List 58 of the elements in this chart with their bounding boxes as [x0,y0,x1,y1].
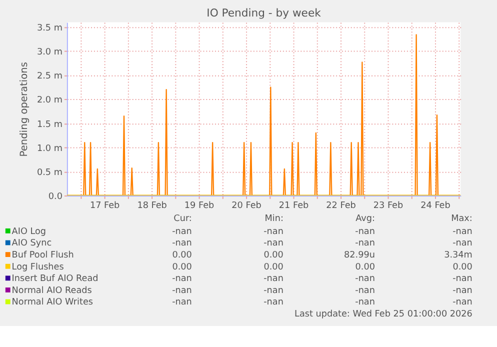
text: Avg: [356,214,375,224]
legend-label: Buf Pool Flush [12,250,74,260]
text: -nan [452,226,472,237]
y-tick-label: 2.0 m [36,96,62,106]
text: -nan [172,286,192,296]
text: 82.99u [344,250,375,260]
x-tick-label: 19 Feb [184,200,215,211]
text: 0.00 [355,262,376,272]
text: -nan [264,298,284,308]
y-tick-label: 0.5 m [36,168,62,178]
x-tick-label: 21 Feb [278,200,310,211]
y-tick-label: 3.5 m [36,24,62,34]
text: -nan [452,274,472,284]
legend-label: Normal AIO Writes [12,298,94,308]
legend-label: AIO Log [12,226,46,237]
text: -nan [172,274,192,284]
text: -nan [452,286,472,296]
y-axis-title: Pending operations [19,62,30,157]
text: -nan [172,238,192,249]
text: -nan [355,238,375,249]
text: 0.00 [172,262,192,272]
x-tick-label: 24 Feb [420,200,451,211]
text: -nan [172,298,192,308]
text: Max: [451,214,472,224]
x-tick-label: 22 Feb [326,200,356,211]
y-tick-label: 1.0 m [36,144,62,154]
y-tick-label: 3.0 m [36,48,62,58]
y-tick-label: 2.5 m [36,72,62,82]
legend-label: Insert Buf AIO Read [12,274,98,284]
x-tick-label: 17 Feb [90,200,120,211]
text: -nan [264,286,284,296]
text: 0.00 [172,250,192,260]
y-tick-label: 0.0 [48,192,63,202]
text: -nan [452,238,472,249]
text: -nan [355,226,375,237]
legend-label: Log Flushes [12,262,64,272]
text: -nan [264,226,284,237]
x-tick-label: 23 Feb [373,200,404,211]
text: Min: [264,214,284,224]
y-tick-label: 1.5 m [36,120,62,130]
legend-label: Normal AIO Reads [12,286,92,296]
text: -nan [172,226,192,237]
text: Last update: Wed Feb 25 01:00:00 2026 [294,310,473,320]
text: 0.00 [264,250,284,260]
x-tick-label: 20 Feb [232,200,262,211]
text: 0.00 [264,262,284,272]
x-tick-label: 18 Feb [137,200,168,211]
text: -nan [355,298,375,308]
text: -nan [264,238,284,249]
text: -nan [452,298,472,308]
text: Cur: [174,214,192,224]
text: 3.34m [444,250,472,260]
legend-label: AIO Sync [12,238,52,249]
chart-title: IO Pending - by week [206,6,322,20]
text: -nan [264,274,284,284]
text: 0.00 [452,262,473,272]
text: -nan [355,286,375,296]
text: -nan [355,274,375,284]
